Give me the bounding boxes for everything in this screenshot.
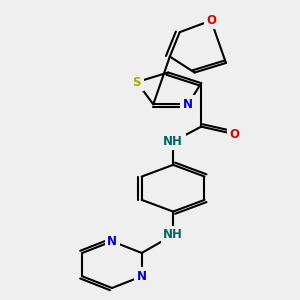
Text: S: S <box>133 76 141 88</box>
Text: N: N <box>183 98 193 111</box>
Text: O: O <box>206 14 216 27</box>
Text: NH: NH <box>163 135 183 148</box>
Text: NH: NH <box>163 228 183 242</box>
Text: N: N <box>137 270 147 283</box>
Text: N: N <box>107 235 117 248</box>
Text: O: O <box>229 128 239 141</box>
